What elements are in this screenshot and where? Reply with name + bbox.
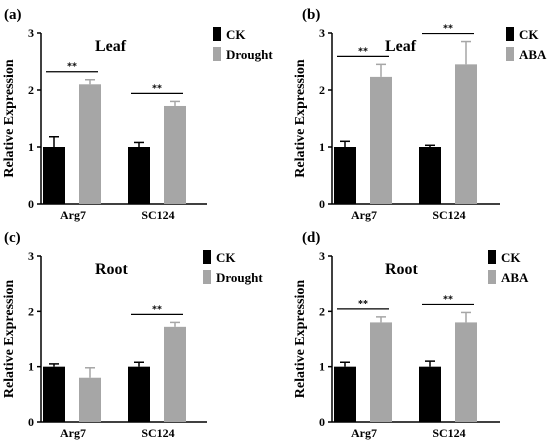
y-tick-label: 2 xyxy=(319,83,325,97)
legend-label-drought: Drought xyxy=(216,270,263,285)
legend-swatch-aba xyxy=(506,47,514,61)
panel-c: (c) Root Relative Expression 0 1 2 3 Arg7 SC124 *… xyxy=(2,230,263,440)
bar-aba-sc124 xyxy=(455,64,477,204)
panel-letter: (b) xyxy=(302,7,320,23)
x-tick-label: SC124 xyxy=(141,426,174,440)
panel-title: Leaf xyxy=(95,38,127,55)
y-tick-label: 3 xyxy=(319,26,325,40)
significance-label: ** xyxy=(443,294,453,305)
y-tick-label: 0 xyxy=(319,415,325,429)
y-tick-label: 1 xyxy=(319,140,325,154)
x-tick-label: Arg7 xyxy=(351,426,377,440)
y-tick-label: 1 xyxy=(319,360,325,374)
y-tick-label: 2 xyxy=(28,83,34,97)
y-tick-label: 2 xyxy=(28,304,34,318)
y-tick-label: 1 xyxy=(28,140,34,154)
legend-swatch-ck xyxy=(506,27,514,41)
bar-drought-arg7 xyxy=(79,377,101,422)
legend-swatch-ck xyxy=(213,27,221,41)
y-tick-label: 3 xyxy=(319,249,325,263)
legend-swatch-ck xyxy=(203,250,211,264)
bar-ck-sc124 xyxy=(419,366,441,422)
y-tick-label: 1 xyxy=(28,360,34,374)
panel-title: Root xyxy=(95,261,129,278)
bar-aba-sc124 xyxy=(455,322,477,422)
y-tick-label: 3 xyxy=(28,249,34,263)
bar-ck-sc124 xyxy=(419,147,441,204)
bar-ck-sc124 xyxy=(128,147,150,204)
bar-drought-arg7 xyxy=(79,84,101,204)
significance-label: ** xyxy=(152,83,162,94)
panel-letter: (a) xyxy=(4,7,22,23)
panel-b: (b) Leaf Relative Expression 0 1 2 3 Arg7 ** SC12… xyxy=(293,7,547,222)
legend-label-ck: CK xyxy=(216,250,236,265)
panel-title: Root xyxy=(385,261,419,278)
legend-label-aba: ABA xyxy=(501,270,529,285)
significance-label: ** xyxy=(358,299,368,310)
legend-swatch-drought xyxy=(203,270,211,284)
legend-label-ck: CK xyxy=(519,27,539,42)
x-tick-label: SC124 xyxy=(432,426,465,440)
panel-a: (a) Leaf Relative Expression 0 1 2 3 Arg7 ** SC12… xyxy=(2,7,273,222)
legend-label-aba: ABA xyxy=(519,47,547,62)
significance-label: ** xyxy=(358,46,368,57)
legend-swatch-drought xyxy=(213,47,221,61)
bar-aba-arg7 xyxy=(370,76,392,204)
bar-aba-arg7 xyxy=(370,322,392,422)
x-tick-label: SC124 xyxy=(432,208,465,222)
y-tick-label: 2 xyxy=(319,304,325,318)
y-axis-label: Relative Expression xyxy=(293,59,308,178)
bar-ck-arg7 xyxy=(334,366,356,422)
bar-ck-sc124 xyxy=(128,366,150,422)
significance-label: ** xyxy=(443,24,453,35)
x-tick-label: SC124 xyxy=(141,208,174,222)
y-axis-label: Relative Expression xyxy=(293,280,308,399)
panel-letter: (c) xyxy=(4,230,21,246)
y-axis-label: Relative Expression xyxy=(2,280,17,399)
x-tick-label: Arg7 xyxy=(351,208,377,222)
legend-label-ck: CK xyxy=(501,250,521,265)
panel-d: (d) Root Relative Expression 0 1 2 3 Arg7 ** SC12… xyxy=(293,230,529,440)
legend-label-ck: CK xyxy=(226,27,246,42)
y-tick-label: 3 xyxy=(28,26,34,40)
x-tick-label: Arg7 xyxy=(60,208,86,222)
y-tick-label: 0 xyxy=(319,197,325,211)
y-tick-label: 0 xyxy=(28,415,34,429)
legend-swatch-ck xyxy=(488,250,496,264)
bar-ck-arg7 xyxy=(43,147,65,204)
x-tick-label: Arg7 xyxy=(60,426,86,440)
y-axis-label: Relative Expression xyxy=(2,59,17,178)
bar-ck-arg7 xyxy=(334,147,356,204)
bar-ck-arg7 xyxy=(43,366,65,422)
legend-swatch-aba xyxy=(488,270,496,284)
panel-letter: (d) xyxy=(302,230,320,246)
significance-label: ** xyxy=(67,62,77,73)
panel-title: Leaf xyxy=(385,38,417,55)
y-tick-label: 0 xyxy=(28,197,34,211)
significance-label: ** xyxy=(152,304,162,315)
bar-drought-sc124 xyxy=(164,326,186,422)
legend-label-drought: Drought xyxy=(226,47,273,62)
bar-drought-sc124 xyxy=(164,105,186,204)
